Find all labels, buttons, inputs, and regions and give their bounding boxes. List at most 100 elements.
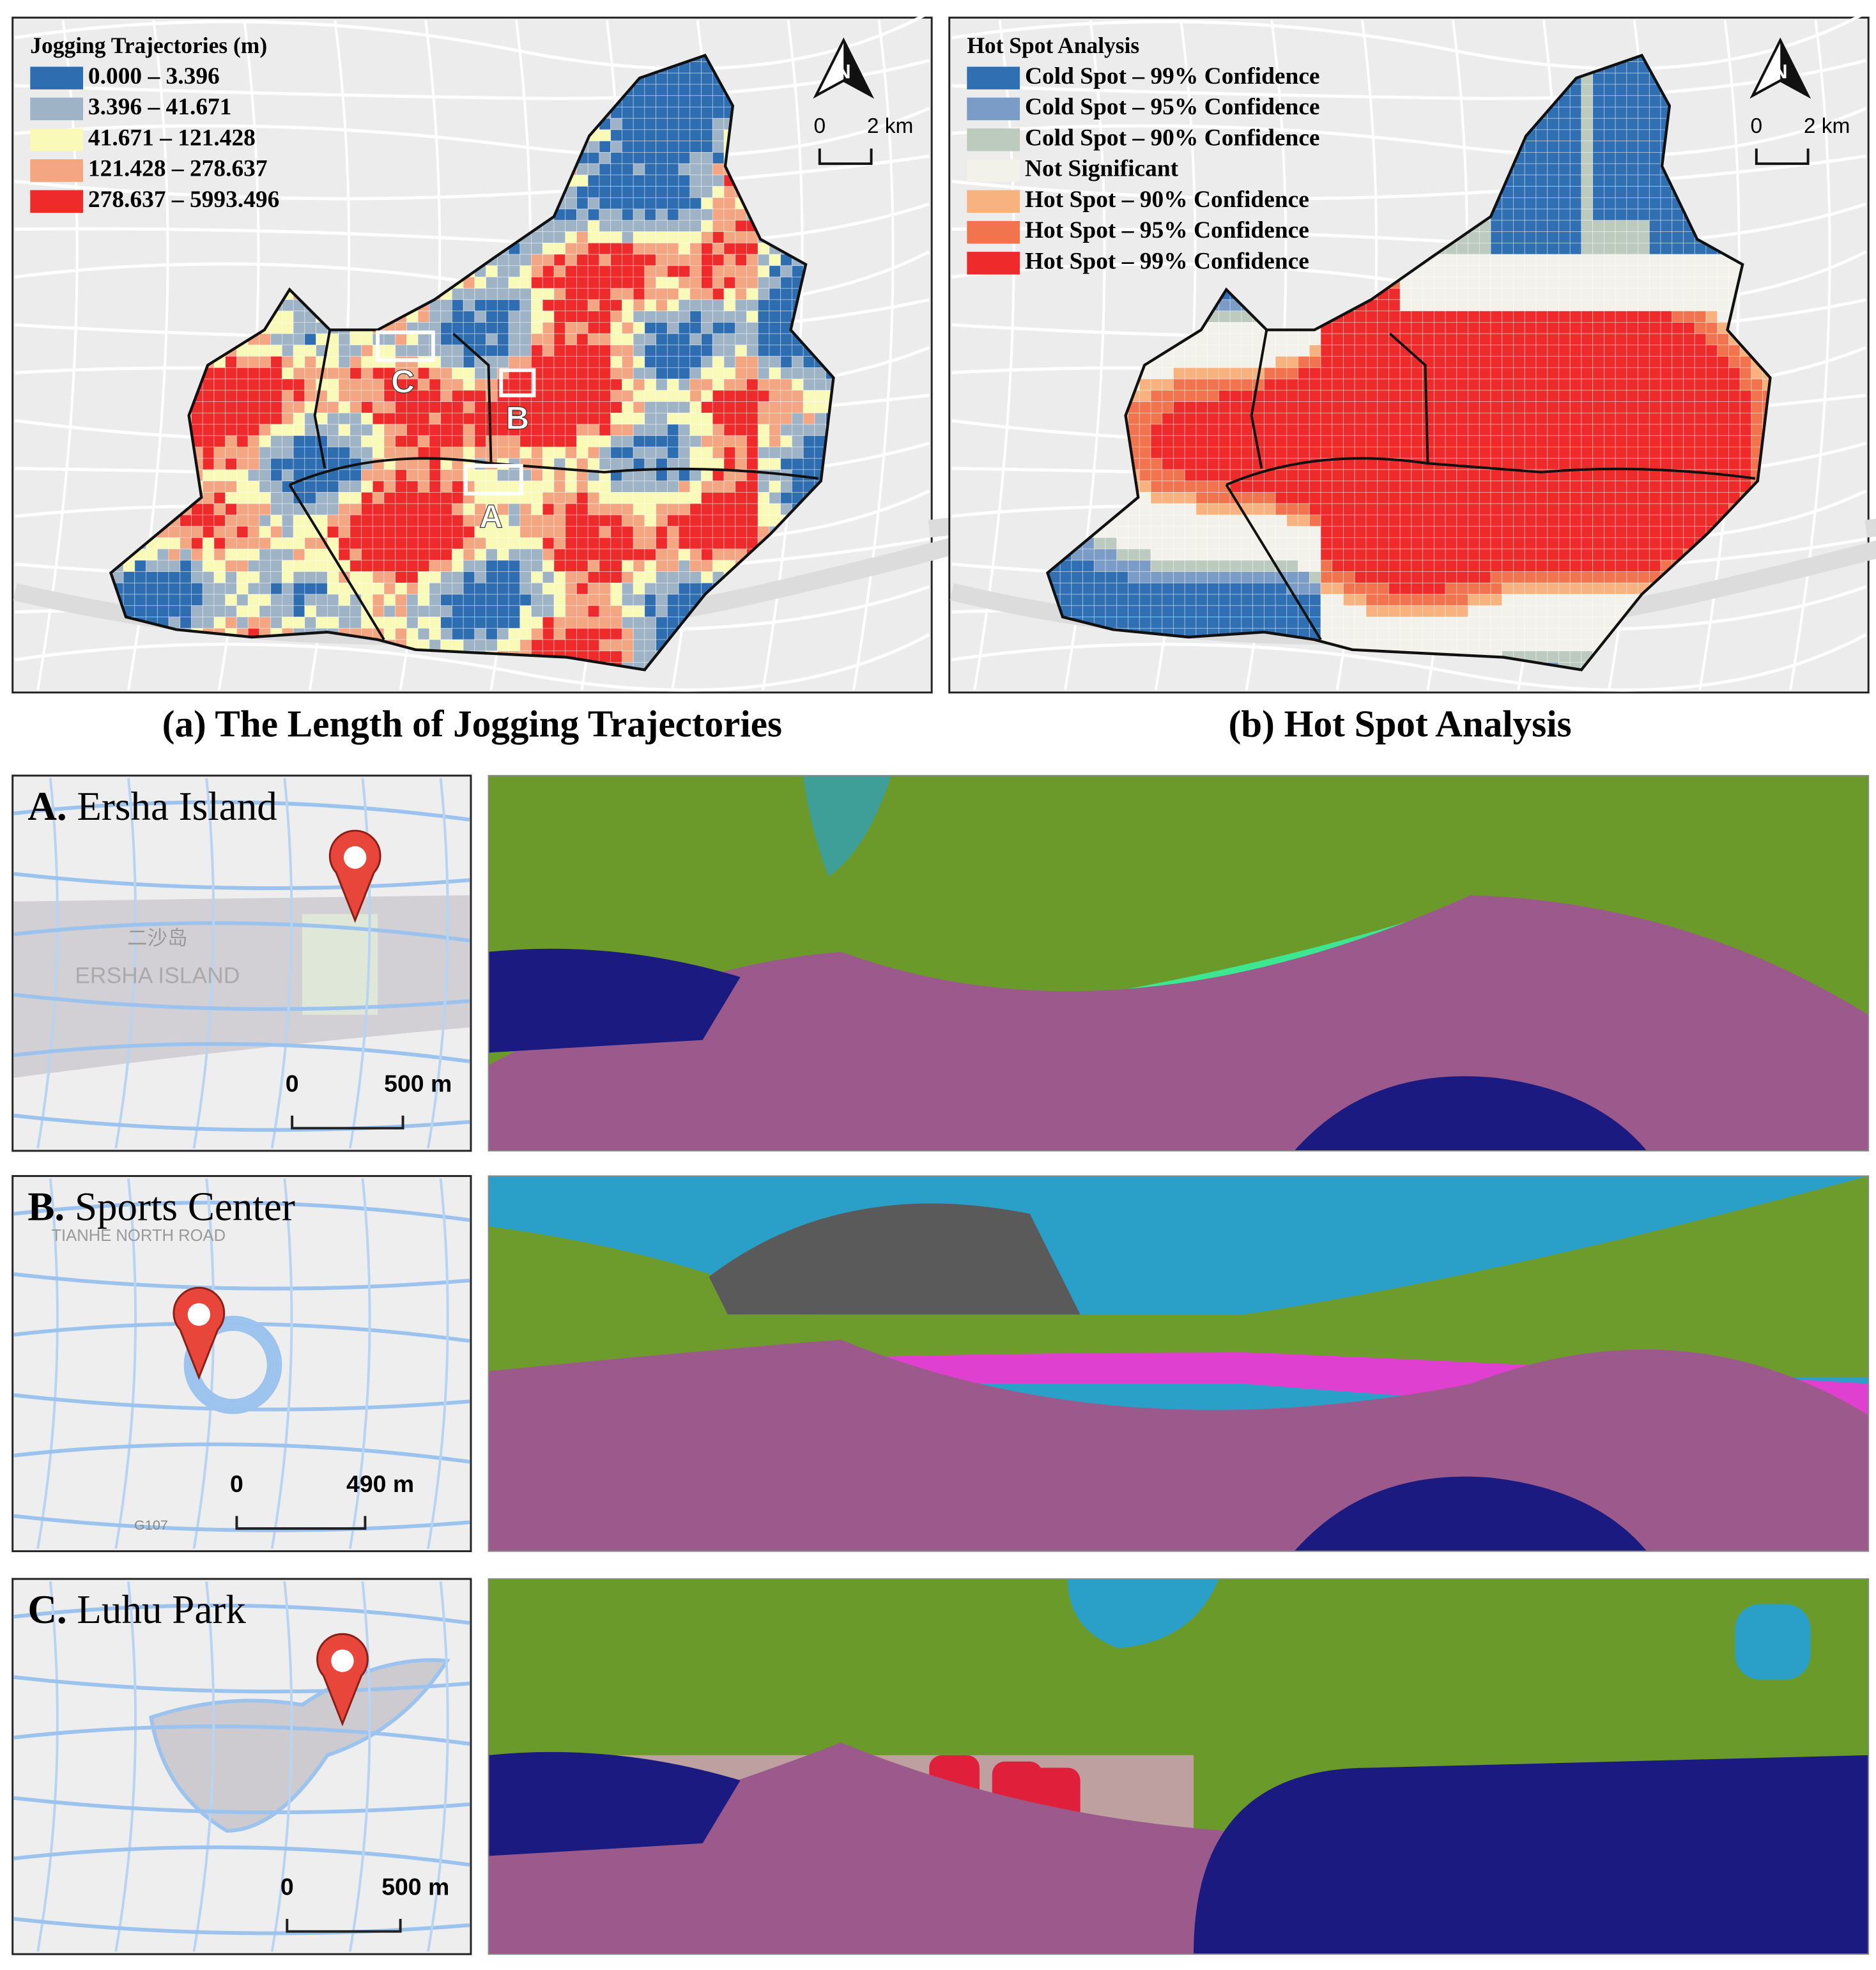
grid-cell (735, 412, 747, 425)
grid-cell (723, 186, 736, 198)
grid-cell (723, 344, 736, 357)
grid-cell (395, 492, 407, 504)
grid-cell (769, 265, 781, 277)
grid-cell (644, 333, 657, 346)
grid-cell (1275, 367, 1288, 380)
grid-cell (1059, 571, 1072, 583)
grid-cell (1229, 367, 1242, 380)
grid-cell (474, 571, 486, 583)
grid-cell (213, 571, 226, 583)
grid-cell (1071, 605, 1083, 617)
grid-cell (587, 503, 600, 516)
grid-cell (417, 378, 430, 391)
grid-cell (610, 265, 622, 277)
grid-cell (281, 492, 294, 504)
grid-cell (542, 560, 555, 572)
grid-cell (666, 356, 679, 368)
grid-cell (531, 401, 543, 413)
grid-cell (712, 186, 725, 198)
grid-cell (327, 390, 339, 402)
grid-cell (406, 503, 419, 516)
grid-cell (486, 639, 498, 652)
grid-cell (531, 344, 543, 357)
grid-cell (542, 424, 555, 436)
grid-cell (1196, 582, 1208, 595)
grid-cell (1139, 424, 1151, 436)
grid-cell (553, 254, 566, 266)
grid-cell (474, 639, 486, 652)
grid-cell (270, 605, 282, 617)
grid-cell (134, 560, 146, 572)
grid-cell (746, 503, 758, 516)
grid-cell (565, 617, 577, 629)
grid-cell (270, 322, 282, 334)
grid-cell (565, 333, 577, 346)
grid-cell (1229, 424, 1242, 436)
grid-cell (678, 424, 691, 436)
grid-cell (281, 514, 294, 527)
grid-cell (213, 594, 226, 606)
grid-cell (259, 367, 272, 380)
grid-cell (587, 390, 600, 402)
grid-cell (1219, 367, 1231, 380)
grid-cell (644, 344, 657, 357)
grid-cell (746, 242, 758, 255)
grid-cell (599, 174, 611, 187)
grid-cell (350, 401, 362, 413)
grid-cell (463, 299, 475, 312)
grid-cell (678, 390, 691, 402)
grid-cell (496, 447, 509, 459)
grid-cell (1162, 424, 1174, 436)
grid-cell (1173, 412, 1185, 425)
grid-cell (247, 344, 260, 357)
grid-cell (508, 435, 521, 447)
grid-cell (622, 231, 634, 243)
grid-cell (599, 627, 611, 640)
grid-cell (814, 412, 827, 425)
grid-cell (792, 344, 804, 357)
grid-cell (361, 537, 373, 550)
grid-cell (610, 458, 622, 470)
grid-cell (395, 627, 407, 640)
grid-cell (531, 514, 543, 527)
grid-cell (1219, 356, 1231, 368)
grid-cell (587, 435, 600, 447)
grid-cell (1150, 594, 1163, 606)
grid-cell (1162, 356, 1174, 368)
grid-cell (1252, 617, 1265, 629)
grid-cell (202, 605, 215, 617)
grid-cell (542, 231, 555, 243)
grid-cell (395, 344, 407, 357)
grid-cell (712, 197, 725, 210)
grid-cell (327, 378, 339, 391)
grid-cell (440, 627, 452, 640)
grid-cell (338, 367, 351, 380)
grid-cell (587, 254, 600, 266)
grid-cell (168, 617, 181, 629)
grid-cell (656, 424, 668, 436)
grid-cell (565, 514, 577, 527)
grid-cell (1184, 514, 1197, 527)
grid-cell (553, 503, 566, 516)
grid-cell (666, 208, 679, 221)
grid-cell (213, 481, 226, 493)
grid-cell (701, 95, 713, 107)
grid-cell (633, 458, 645, 470)
grid-cell (531, 299, 543, 312)
grid-cell (247, 447, 260, 459)
grid-cell (417, 526, 430, 538)
grid-cell (281, 401, 294, 413)
grid-cell (463, 401, 475, 413)
grid-cell (689, 299, 702, 312)
grid-cell (531, 412, 543, 425)
grid-cell (678, 412, 691, 425)
grid-cell (406, 582, 419, 595)
grid-cell (576, 367, 588, 380)
grid-cell (202, 594, 215, 606)
grid-cell (610, 492, 622, 504)
grid-cell (576, 390, 588, 402)
grid-cell (1150, 537, 1163, 550)
grid-cell (712, 95, 725, 107)
grid-cell (1219, 378, 1231, 391)
grid-cell (361, 356, 373, 368)
